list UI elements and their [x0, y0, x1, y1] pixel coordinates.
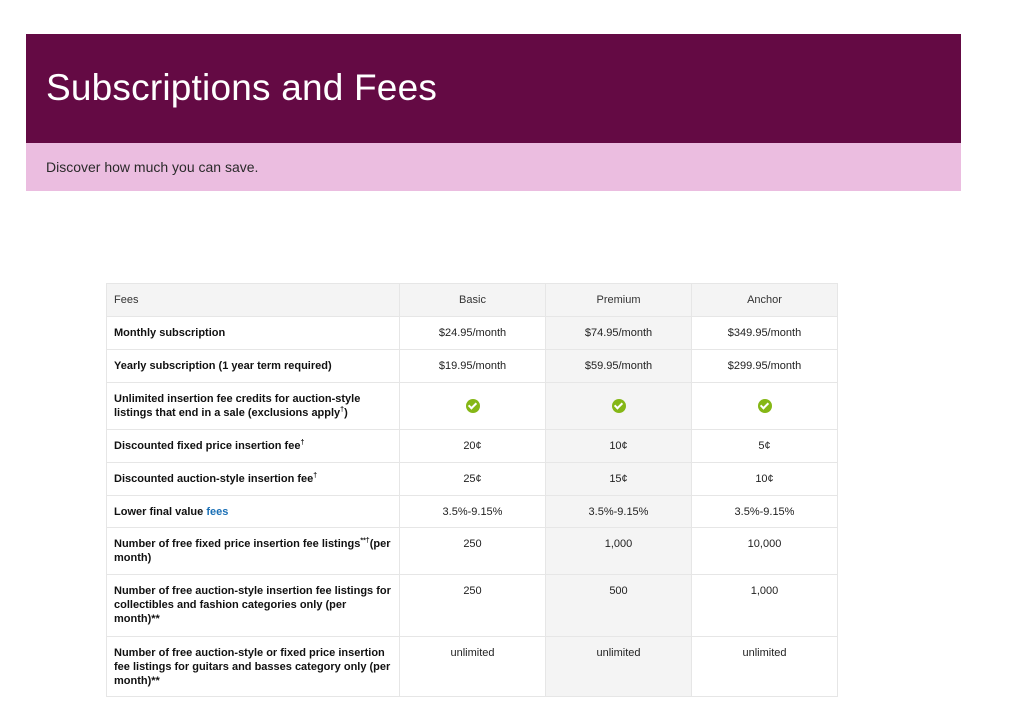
row-label: Unlimited insertion fee credits for auct…	[106, 382, 400, 430]
cell-premium: 15¢	[545, 462, 692, 496]
row-label: Yearly subscription (1 year term require…	[106, 349, 400, 383]
cell-anchor	[691, 382, 838, 430]
cell-basic: $19.95/month	[399, 349, 546, 383]
cell-premium	[545, 382, 692, 430]
cell-basic: 3.5%-9.15%	[399, 495, 546, 528]
cell-basic: $24.95/month	[399, 316, 546, 350]
row-label: Number of free fixed price insertion fee…	[106, 527, 400, 575]
table-row: Monthly subscription $24.95/month $74.95…	[106, 316, 838, 350]
column-header-premium: Premium	[545, 283, 692, 317]
cell-anchor: 10,000	[691, 527, 838, 575]
column-header-basic: Basic	[399, 283, 546, 317]
cell-premium: 10¢	[545, 429, 692, 463]
row-label: Discounted auction-style insertion fee†	[106, 462, 400, 496]
column-header-anchor: Anchor	[691, 283, 838, 317]
table-row: Discounted auction-style insertion fee† …	[106, 462, 838, 496]
fees-table: Fees Basic Premium Anchor Monthly subscr…	[106, 283, 838, 697]
table-row: Number of free auction-style or fixed pr…	[106, 636, 838, 697]
cell-basic: 250	[399, 527, 546, 575]
column-header-fees: Fees	[106, 283, 400, 317]
row-label: Number of free auction-style insertion f…	[106, 574, 400, 637]
cell-anchor: 3.5%-9.15%	[691, 495, 838, 528]
cell-anchor: unlimited	[691, 636, 838, 697]
row-label: Discounted fixed price insertion fee†	[106, 429, 400, 463]
table-row: Discounted fixed price insertion fee† 20…	[106, 429, 838, 463]
cell-basic: 25¢	[399, 462, 546, 496]
cell-basic: 250	[399, 574, 546, 637]
fees-link[interactable]: fees	[206, 505, 229, 518]
table-row: Unlimited insertion fee credits for auct…	[106, 382, 838, 430]
cell-basic: 20¢	[399, 429, 546, 463]
table-row: Number of free fixed price insertion fee…	[106, 527, 838, 575]
row-label: Number of free auction-style or fixed pr…	[106, 636, 400, 697]
cell-anchor: 10¢	[691, 462, 838, 496]
table-row: Lower final value fees 3.5%-9.15% 3.5%-9…	[106, 495, 838, 528]
table-header-row: Fees Basic Premium Anchor	[106, 283, 838, 317]
page-title: Subscriptions and Fees	[46, 67, 438, 108]
cell-anchor: 1,000	[691, 574, 838, 637]
cell-basic: unlimited	[399, 636, 546, 697]
cell-basic	[399, 382, 546, 430]
check-circle-icon	[611, 399, 626, 414]
cell-anchor: $349.95/month	[691, 316, 838, 350]
table-row: Number of free auction-style insertion f…	[106, 574, 838, 637]
cell-premium: unlimited	[545, 636, 692, 697]
check-circle-icon	[465, 399, 480, 414]
cell-premium: $59.95/month	[545, 349, 692, 383]
subtitle-banner: Discover how much you can save.	[26, 143, 961, 191]
row-label: Monthly subscription	[106, 316, 400, 350]
table-row: Yearly subscription (1 year term require…	[106, 349, 838, 383]
page-subtitle: Discover how much you can save.	[46, 159, 259, 175]
check-circle-icon	[757, 399, 772, 414]
cell-premium: 1,000	[545, 527, 692, 575]
page-banner: Subscriptions and Fees	[26, 34, 961, 143]
cell-premium: 500	[545, 574, 692, 637]
cell-anchor: 5¢	[691, 429, 838, 463]
row-label: Lower final value fees	[106, 495, 400, 528]
cell-premium: $74.95/month	[545, 316, 692, 350]
cell-premium: 3.5%-9.15%	[545, 495, 692, 528]
cell-anchor: $299.95/month	[691, 349, 838, 383]
